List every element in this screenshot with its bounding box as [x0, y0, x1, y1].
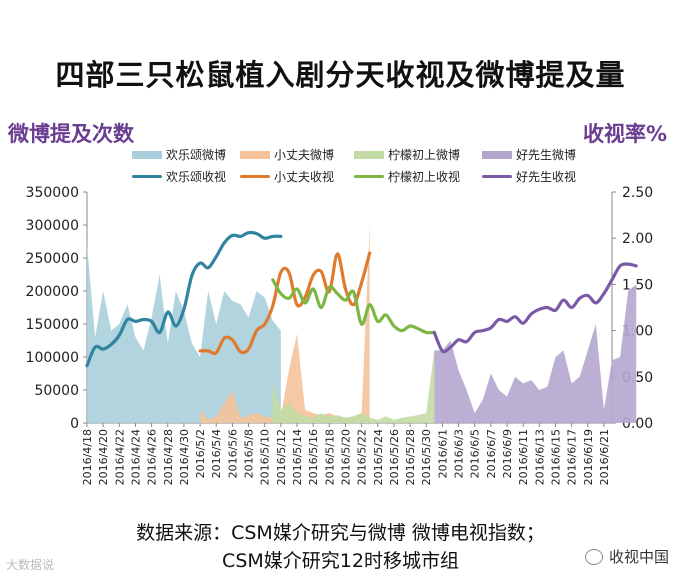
page-title: 四部三只松鼠植入剧分天收视及微博提及量 [55, 58, 626, 92]
left-axis-title: 微博提及次数 [8, 122, 134, 146]
left-tick-label: 300000 [26, 218, 79, 234]
legend-label: 好先生微博 [516, 148, 577, 162]
legend-swatch [482, 150, 512, 159]
legend-swatch [482, 175, 512, 178]
x-tick-label: 2016/5/10 [259, 429, 272, 485]
x-tick-label: 2016/5/18 [323, 429, 336, 485]
legend-item: 欢乐颂微博 [132, 146, 226, 163]
weibo-area-柠檬初上微博 [272, 350, 435, 423]
right-tick-label: 2.50 [622, 185, 653, 201]
legend-label: 柠檬初上收视 [388, 170, 461, 184]
x-tick-label: 2016/6/1 [436, 429, 449, 478]
x-tick-label: 2016/4/22 [113, 429, 126, 485]
x-tick-label: 2016/6/11 [517, 429, 530, 485]
legend-label: 小丈夫微博 [274, 148, 335, 162]
left-tick-label: 200000 [26, 284, 79, 300]
legend-swatch [132, 150, 162, 159]
watermark-right-label: 收视中国 [608, 548, 669, 566]
legend-label: 欢乐颂微博 [166, 148, 227, 162]
rating-line-小丈夫收视 [198, 251, 372, 356]
x-tick-label: 2016/6/3 [453, 429, 466, 478]
legend-item: 欢乐颂收视 [132, 168, 226, 185]
x-tick-label: 2016/6/7 [485, 429, 498, 478]
watermark-right: 收视中国 [584, 546, 669, 567]
right-axis-title: 收视率% [582, 122, 667, 146]
x-tick-label: 2016/5/4 [210, 429, 223, 478]
x-tick-label: 2016/5/8 [243, 429, 256, 478]
x-tick-label: 2016/6/17 [566, 429, 579, 485]
x-tick-label: 2016/5/30 [420, 429, 433, 485]
legend-item: 好先生微博 [482, 146, 576, 163]
x-tick-label: 2016/4/24 [129, 429, 142, 485]
x-tick-label: 2016/4/20 [97, 429, 110, 485]
source-line-2: CSM媒介研究12时移城市组 [222, 550, 459, 572]
left-tick-label: 0 [70, 416, 79, 432]
legend-label: 好先生收视 [516, 170, 577, 184]
x-tick-label: 2016/5/6 [226, 429, 239, 478]
legend-label: 柠檬初上微博 [388, 148, 461, 162]
weibo-area-好先生微博 [434, 284, 637, 423]
x-tick-label: 2016/5/14 [291, 429, 304, 485]
x-tick-label: 2016/5/28 [404, 429, 417, 485]
left-tick-label: 350000 [26, 185, 79, 201]
left-tick-label: 50000 [34, 383, 79, 399]
legend-label: 欢乐颂收视 [166, 170, 227, 184]
x-tick-label: 2016/6/19 [582, 429, 595, 485]
left-tick-label: 250000 [26, 251, 79, 267]
x-tick-label: 2016/6/15 [549, 429, 562, 485]
legend-swatch [240, 150, 270, 159]
legend-label: 小丈夫收视 [274, 170, 335, 184]
rating-line-柠檬初上收视 [271, 278, 436, 335]
watermark-left: 大数据说 [6, 558, 55, 572]
x-tick-label: 2016/6/21 [598, 429, 611, 485]
x-tick-label: 2016/6/9 [501, 429, 514, 478]
x-tick-label: 2016/5/12 [275, 429, 288, 485]
legend-item: 柠檬初上微博 [354, 146, 460, 163]
right-tick-label: 2.00 [622, 231, 653, 247]
legend-item: 小丈夫收视 [240, 168, 334, 185]
legend-swatch [354, 150, 384, 159]
x-tick-label: 2016/4/26 [146, 429, 159, 485]
wechat-icon [584, 548, 603, 565]
legend-item: 好先生收视 [482, 168, 576, 185]
rating-line-欢乐颂收视 [85, 230, 283, 368]
legend-swatch [354, 175, 384, 178]
x-tick-label: 2016/5/16 [307, 429, 320, 485]
x-tick-label: 2016/5/20 [339, 429, 352, 485]
legend-swatch [240, 175, 270, 178]
x-tick-label: 2016/5/22 [356, 429, 369, 485]
x-tick-label: 2016/5/24 [372, 429, 385, 485]
x-tick-label: 2016/4/30 [178, 429, 191, 485]
x-tick-label: 2016/4/18 [81, 429, 94, 485]
legend-item: 小丈夫微博 [240, 146, 334, 163]
weibo-area-欢乐颂微博 [87, 244, 281, 423]
x-tick-label: 2016/5/26 [388, 429, 401, 485]
legend-swatch [132, 175, 162, 178]
left-tick-label: 100000 [26, 350, 79, 366]
rating-line-好先生收视 [432, 262, 638, 354]
combo-chart: 0 50000 100000 150000 200000 250000 300000 3500… [26, 185, 654, 485]
right-tick-label: 1.50 [622, 277, 653, 293]
legend-item: 柠檬初上收视 [354, 168, 460, 185]
x-tick-label: 2016/4/28 [162, 429, 175, 485]
x-tick-label: 2016/6/13 [533, 429, 546, 485]
x-tick-label: 2016/5/2 [194, 429, 207, 478]
left-tick-label: 150000 [26, 317, 79, 333]
source-line-1: 数据来源：CSM媒介研究与微博 微博电视指数； [136, 522, 545, 544]
x-tick-label: 2016/6/5 [469, 429, 482, 478]
